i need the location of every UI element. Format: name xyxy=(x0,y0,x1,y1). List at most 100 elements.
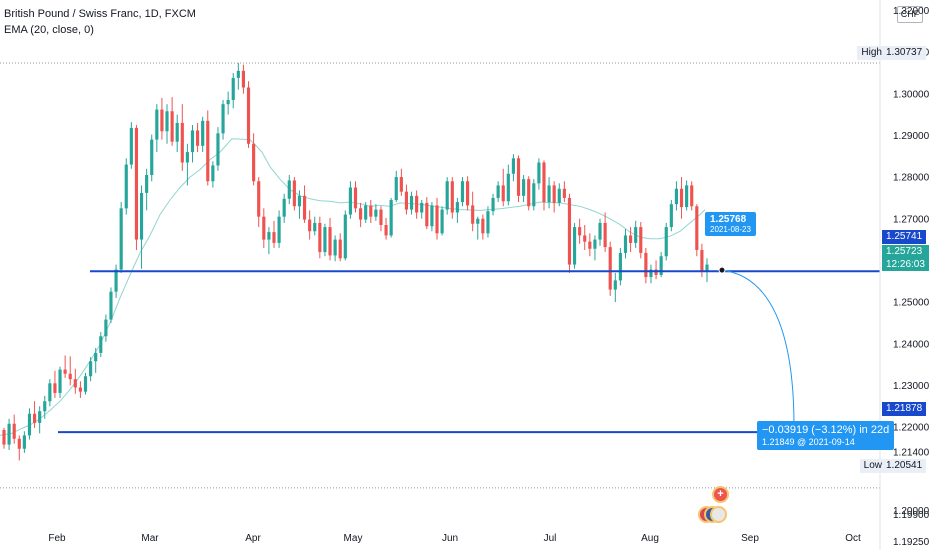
candle-body xyxy=(343,214,347,259)
y-tick-label: 1.32000 xyxy=(893,6,930,17)
candle-body xyxy=(460,181,465,203)
symbol-title: British Pound / Swiss Franc, 1D, FXCM xyxy=(4,8,196,20)
candle-body xyxy=(196,130,200,146)
candle-body xyxy=(598,222,602,240)
candle-body xyxy=(695,206,699,250)
x-tick-label: Sep xyxy=(741,533,759,544)
candle-body xyxy=(150,139,154,175)
start-point-marker xyxy=(718,266,726,274)
candle-body xyxy=(583,235,587,242)
candle-body xyxy=(246,87,251,144)
candle-body xyxy=(685,185,689,208)
candle-body xyxy=(623,235,628,253)
projection-label[interactable]: −0.03919 (−3.12%) in 22d 1.21849 @ 2021-… xyxy=(757,421,895,450)
high-label-text: High xyxy=(861,47,882,58)
candle-body xyxy=(705,264,709,271)
candle-body xyxy=(139,192,144,240)
countdown-value: 12:26:03 xyxy=(886,259,925,270)
candle-body xyxy=(664,227,668,257)
candle-body xyxy=(318,222,322,253)
candle-body xyxy=(252,143,256,182)
candle-body xyxy=(38,411,42,423)
high-label: High xyxy=(857,46,886,60)
x-tick-label: Oct xyxy=(845,533,861,544)
candle-body xyxy=(399,177,403,192)
candle-body xyxy=(129,127,133,165)
candle-body xyxy=(236,70,240,78)
candle-body xyxy=(618,252,622,281)
candle-body xyxy=(669,204,673,228)
candle-body xyxy=(629,235,633,243)
candle-body xyxy=(547,185,551,203)
candle-body xyxy=(323,227,327,253)
candle-body xyxy=(2,430,6,445)
candle-body xyxy=(277,216,281,243)
candle-body xyxy=(348,187,352,215)
low-label: Low xyxy=(859,459,886,473)
candle-body xyxy=(455,202,459,213)
candle-body xyxy=(384,225,388,236)
candle-body xyxy=(170,111,174,142)
projection-curve xyxy=(721,269,795,427)
x-tick-label: Jul xyxy=(544,533,557,544)
x-tick-label: May xyxy=(344,533,363,544)
candle-body xyxy=(476,218,480,224)
candle-body xyxy=(333,239,337,256)
candle-body xyxy=(287,180,291,199)
x-tick-label: Aug xyxy=(641,533,659,544)
candle-body xyxy=(654,269,658,275)
candle-body xyxy=(292,180,296,207)
candle-body xyxy=(379,209,383,225)
candle-body xyxy=(282,198,286,217)
candle-body xyxy=(491,197,495,212)
candle-body xyxy=(313,222,317,232)
candle-body xyxy=(114,269,118,292)
projection-target: 1.21849 @ 2021-09-14 xyxy=(762,437,855,447)
candle-body xyxy=(180,122,184,163)
candle-body xyxy=(374,209,378,217)
candle-body xyxy=(221,104,225,134)
candle-body xyxy=(542,162,546,203)
candle-body xyxy=(22,435,26,449)
candle-body xyxy=(302,195,307,220)
candle-body xyxy=(404,191,409,210)
candle-body xyxy=(216,133,220,166)
start-point-date: 2021-08-23 xyxy=(710,225,751,234)
candle-body xyxy=(328,227,332,256)
candle-body xyxy=(58,369,62,393)
candle-body xyxy=(160,109,164,132)
candle-body xyxy=(506,173,510,202)
candle-body xyxy=(572,227,577,265)
candle-body xyxy=(27,413,32,436)
y-tick-label: 1.27000 xyxy=(893,214,930,225)
candle-body xyxy=(206,120,210,182)
y-tick-label: 1.20000 xyxy=(893,506,930,517)
candle-body xyxy=(272,232,276,243)
candle-body xyxy=(226,100,230,105)
y-tick-label: 1.29000 xyxy=(893,131,930,142)
candle-body xyxy=(562,188,566,198)
start-point-label[interactable]: 1.25768 2021-08-23 xyxy=(705,212,756,236)
flag-ch-icon[interactable] xyxy=(710,506,727,523)
candle-body xyxy=(364,205,368,220)
candle-body xyxy=(308,219,312,232)
news-plus-icon[interactable]: + xyxy=(712,486,729,503)
candle-body xyxy=(527,179,531,207)
candle-body xyxy=(267,232,271,240)
candle-body xyxy=(516,158,521,196)
candle-body xyxy=(32,413,37,423)
candle-body xyxy=(43,401,47,412)
x-tick-label: Jun xyxy=(442,533,458,544)
currency-unit-button[interactable]: CHF xyxy=(897,6,923,23)
candle-body xyxy=(532,183,536,207)
y-tick-label: 1.24000 xyxy=(893,339,930,350)
candle-body xyxy=(613,280,617,290)
candle-body xyxy=(99,336,103,353)
candle-body xyxy=(124,164,128,209)
y-tick-label: 1.30000 xyxy=(893,89,930,100)
candle-body xyxy=(679,188,684,208)
candle-body xyxy=(420,202,424,213)
event-icons[interactable]: + xyxy=(698,486,729,526)
candle-body xyxy=(175,122,179,142)
